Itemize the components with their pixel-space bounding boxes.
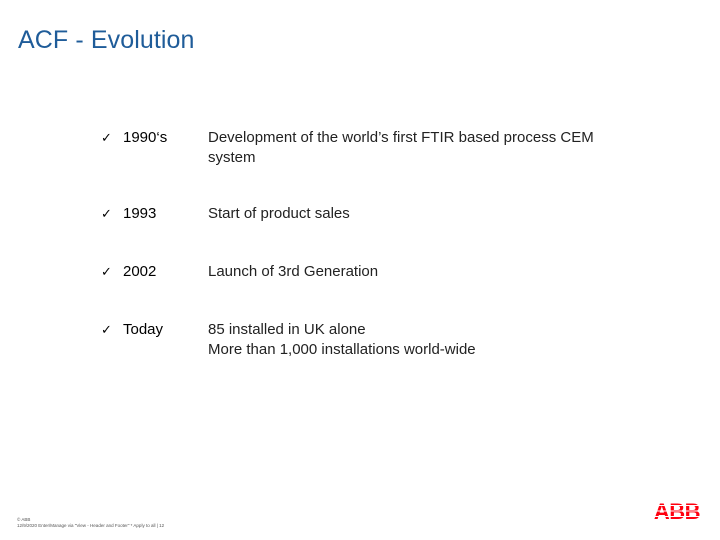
description-line: Launch of 3rd Generation: [208, 263, 379, 280]
timeline-description: 85 installed in UK alone More than 1,000…: [208, 320, 648, 360]
description-line: 85 installed in UK alone: [208, 321, 366, 338]
timeline-description: Launch of 3rd Generation: [208, 262, 648, 282]
footer-copyright: © ABB: [17, 517, 31, 522]
timeline-year: ✓ 2002: [101, 262, 156, 282]
timeline-year: ✓ 1993: [101, 204, 156, 224]
slide-title: ACF - Evolution: [18, 26, 195, 54]
slide-footer: © ABB 12/9/2020 Enter/Manage via "View -…: [17, 517, 164, 529]
checkmark-icon: ✓: [101, 130, 112, 145]
checkmark-icon: ✓: [101, 322, 112, 337]
description-line: Start of product sales: [208, 205, 350, 222]
year-label: Today: [123, 321, 164, 338]
year-label: 1990‘s: [123, 129, 168, 146]
timeline-year: ✓ Today: [101, 320, 163, 340]
year-label: 2002: [123, 263, 157, 280]
logo-stripes: [652, 504, 702, 518]
description-line: system: [208, 149, 256, 166]
timeline-description: Start of product sales: [208, 204, 648, 224]
timeline-year: ✓ 1990‘s: [101, 128, 167, 148]
checkmark-icon: ✓: [101, 264, 112, 279]
footer-text: 12/9/2020 Enter/Manage via "View - Heade…: [17, 523, 165, 528]
description-line: Development of the world’s first FTIR ba…: [208, 129, 594, 146]
timeline-description: Development of the world’s first FTIR ba…: [208, 128, 648, 168]
abb-logo: ABB: [652, 500, 702, 522]
year-label: 1993: [123, 205, 157, 222]
checkmark-icon: ✓: [101, 206, 112, 221]
description-line: More than 1,000 installations world-wide: [208, 341, 476, 358]
